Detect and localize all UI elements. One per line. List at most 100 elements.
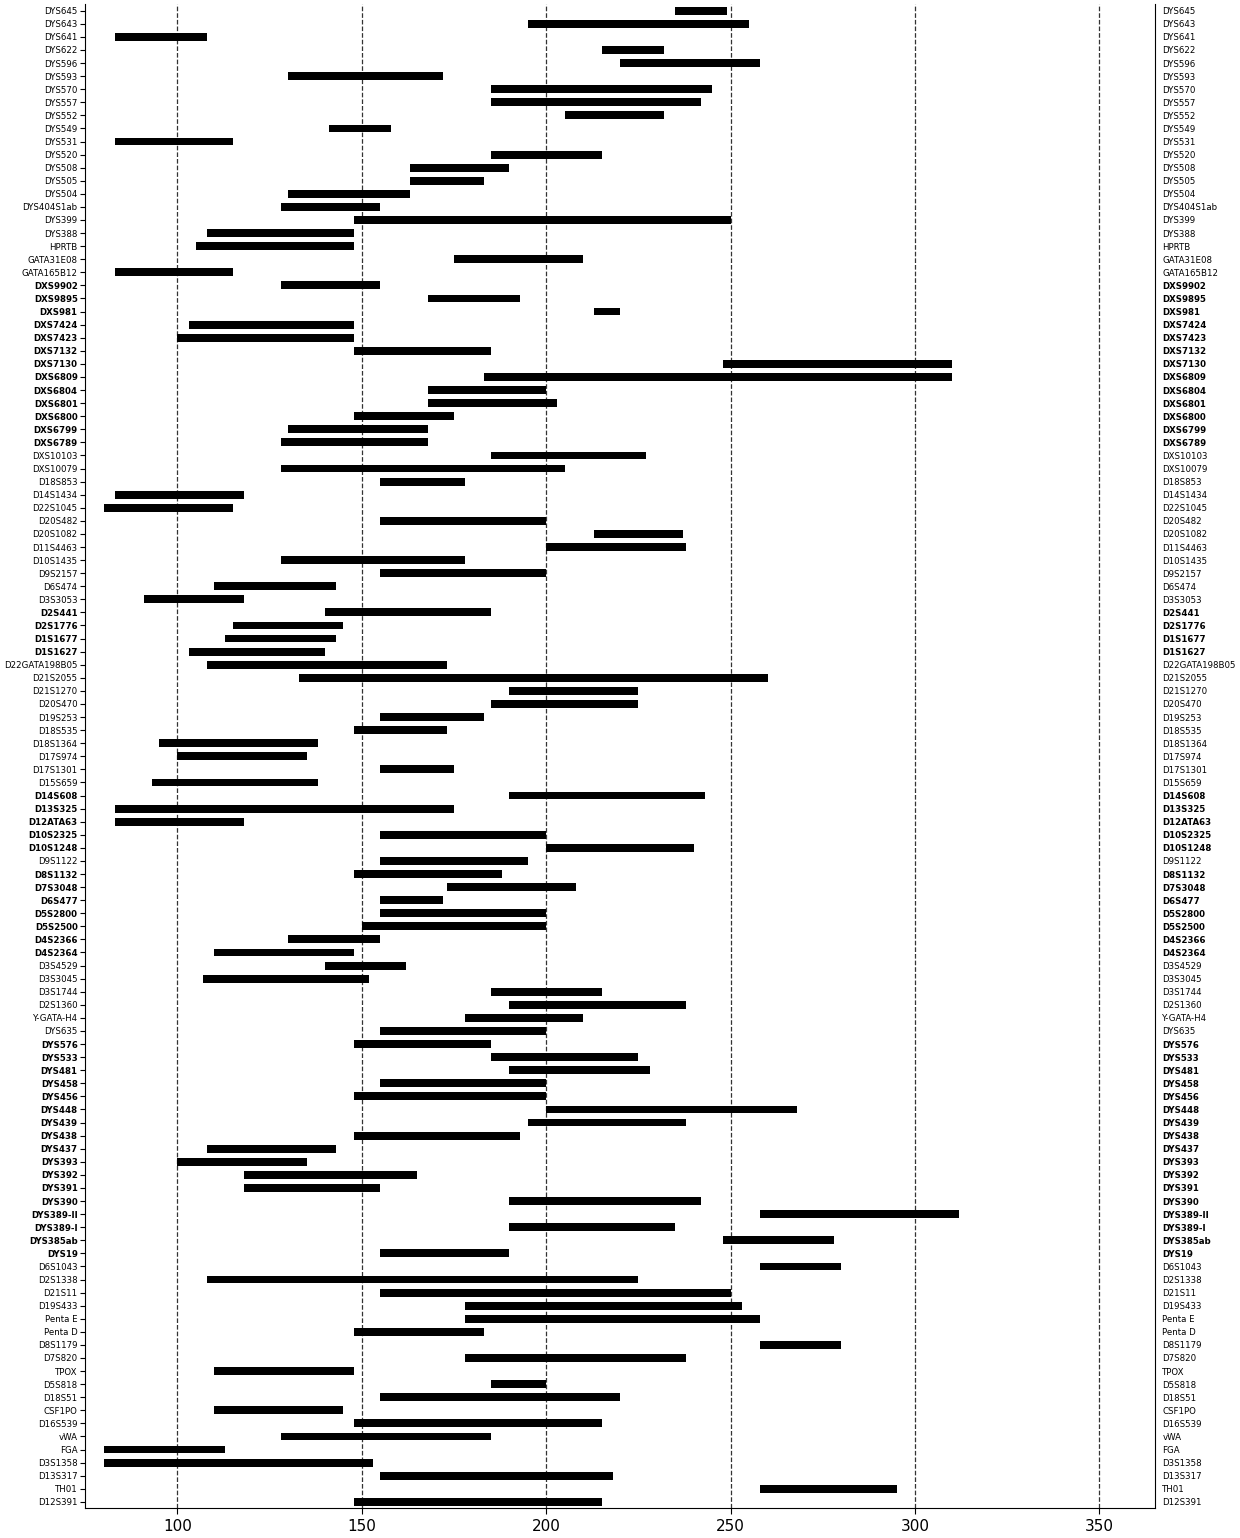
Bar <box>177 1158 306 1166</box>
Bar <box>104 504 233 512</box>
Bar <box>188 647 325 655</box>
Bar <box>491 1380 547 1389</box>
Bar <box>594 308 620 315</box>
Bar <box>381 517 547 524</box>
Bar <box>104 1458 373 1467</box>
Bar <box>491 85 712 94</box>
Bar <box>280 438 428 446</box>
Bar <box>409 163 510 172</box>
Bar <box>381 1027 547 1035</box>
Bar <box>510 687 639 695</box>
Bar <box>381 831 547 838</box>
Bar <box>159 740 317 747</box>
Bar <box>280 1432 491 1441</box>
Bar <box>510 1223 676 1230</box>
Bar <box>280 557 465 564</box>
Bar <box>115 491 244 498</box>
Bar <box>760 1263 841 1270</box>
Bar <box>465 1315 760 1323</box>
Bar <box>381 766 454 774</box>
Bar <box>203 975 370 983</box>
Bar <box>215 583 336 591</box>
Bar <box>723 1237 833 1244</box>
Bar <box>528 20 749 28</box>
Bar <box>491 452 646 460</box>
Bar <box>760 1341 841 1349</box>
Bar <box>288 189 409 198</box>
Bar <box>144 595 244 603</box>
Bar <box>547 844 693 852</box>
Bar <box>115 818 244 826</box>
Bar <box>215 1367 355 1375</box>
Bar <box>355 1092 547 1100</box>
Bar <box>207 229 355 237</box>
Bar <box>528 1118 687 1126</box>
Bar <box>620 58 760 68</box>
Bar <box>115 137 233 146</box>
Bar <box>288 426 428 434</box>
Bar <box>547 1106 797 1114</box>
Bar <box>381 1249 510 1257</box>
Bar <box>381 1080 547 1087</box>
Bar <box>381 1289 730 1297</box>
Bar <box>465 1014 583 1021</box>
Bar <box>177 752 306 760</box>
Bar <box>280 281 381 289</box>
Bar <box>355 1040 491 1047</box>
Bar <box>355 348 491 355</box>
Bar <box>723 360 952 368</box>
Bar <box>355 215 730 225</box>
Bar <box>594 531 683 538</box>
Bar <box>491 700 639 707</box>
Bar <box>454 255 583 263</box>
Bar <box>510 1197 701 1204</box>
Bar <box>288 935 381 943</box>
Bar <box>465 1353 687 1363</box>
Bar <box>381 569 547 577</box>
Bar <box>491 98 701 106</box>
Bar <box>510 792 704 800</box>
Bar <box>188 321 355 329</box>
Bar <box>207 1144 336 1152</box>
Bar <box>465 1301 742 1309</box>
Bar <box>355 412 454 420</box>
Bar <box>355 1132 521 1140</box>
Bar <box>362 923 547 930</box>
Bar <box>601 46 665 54</box>
Bar <box>355 1420 601 1427</box>
Bar <box>280 203 381 211</box>
Bar <box>207 1275 639 1283</box>
Bar <box>196 241 355 251</box>
Bar <box>177 334 355 341</box>
Bar <box>355 1327 484 1337</box>
Bar <box>288 72 443 80</box>
Bar <box>491 151 601 158</box>
Bar <box>215 1406 343 1415</box>
Bar <box>381 714 484 721</box>
Bar <box>244 1184 381 1192</box>
Bar <box>676 6 727 15</box>
Bar <box>325 609 491 617</box>
Bar <box>381 478 465 486</box>
Bar <box>428 386 547 394</box>
Bar <box>510 1066 650 1074</box>
Bar <box>233 621 343 629</box>
Bar <box>510 1001 687 1009</box>
Bar <box>484 374 952 381</box>
Bar <box>355 1498 601 1506</box>
Bar <box>325 961 407 969</box>
Bar <box>226 635 336 643</box>
Bar <box>381 1472 613 1480</box>
Bar <box>760 1210 960 1218</box>
Bar <box>381 1393 620 1401</box>
Bar <box>564 111 665 120</box>
Bar <box>115 804 454 812</box>
Bar <box>244 1170 417 1178</box>
Bar <box>381 857 528 864</box>
Bar <box>280 464 564 472</box>
Bar <box>760 1484 897 1493</box>
Bar <box>299 674 768 681</box>
Bar <box>491 987 601 995</box>
Bar <box>428 295 521 303</box>
Bar <box>355 726 446 734</box>
